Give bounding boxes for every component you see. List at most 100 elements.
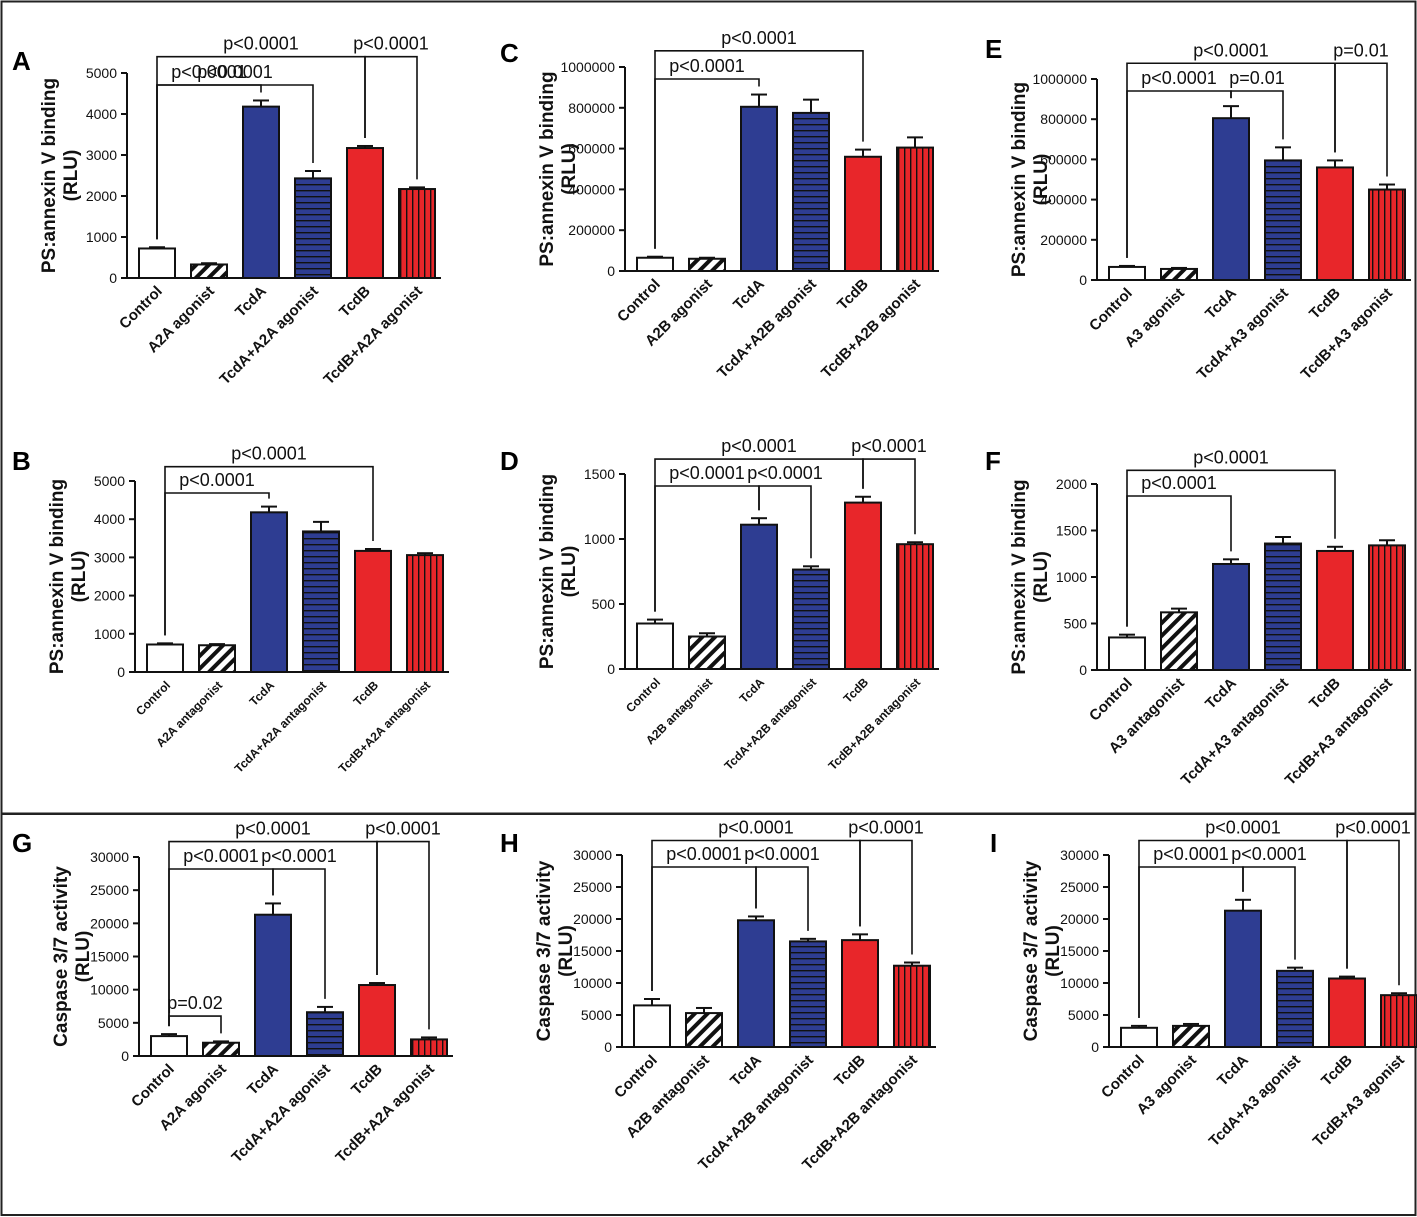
bar-3 xyxy=(1212,562,1250,671)
bar-6 xyxy=(893,964,931,1048)
bar-2 xyxy=(202,1041,240,1057)
y-tick-label: 0 xyxy=(121,1048,129,1064)
bar-3 xyxy=(740,105,778,272)
significance-label: p<0.0001 xyxy=(223,34,299,54)
y-axis-label-unit: (RLU) xyxy=(69,551,90,603)
significance-label: p<0.0001 xyxy=(747,463,823,483)
significance-label: p<0.0001 xyxy=(1205,818,1281,838)
y-tick-label: 15000 xyxy=(573,943,612,959)
bar-1 xyxy=(150,1035,188,1057)
panel-letter: H xyxy=(500,828,519,858)
y-tick-label: 30000 xyxy=(90,849,129,865)
y-tick-label: 10000 xyxy=(1060,975,1099,991)
bar-4 xyxy=(792,111,830,273)
significance-bracket xyxy=(1334,62,1388,177)
bar-5 xyxy=(1328,977,1366,1049)
bar-2 xyxy=(685,1012,723,1049)
bar-2 xyxy=(688,257,726,273)
significance-bracket xyxy=(859,839,913,955)
significance-bracket xyxy=(654,50,864,249)
y-tick-label: 0 xyxy=(109,270,117,286)
bar-5 xyxy=(354,549,392,674)
bar-4 xyxy=(306,1011,344,1057)
bar-4 xyxy=(789,940,827,1049)
y-tick-label: 2000 xyxy=(1056,476,1087,492)
significance-bracket xyxy=(1242,866,1296,960)
y-tick-label: 0 xyxy=(1079,662,1087,678)
bar-6 xyxy=(1380,994,1417,1048)
y-tick-label: 5000 xyxy=(581,1007,612,1023)
y-tick-label: 4000 xyxy=(94,511,125,527)
significance-label: p<0.0001 xyxy=(183,846,259,866)
y-tick-label: 25000 xyxy=(1060,879,1099,895)
bar-5 xyxy=(1316,166,1354,281)
significance-label: p<0.0001 xyxy=(721,28,797,48)
bar-4 xyxy=(302,530,340,674)
y-tick-label: 10000 xyxy=(573,975,612,991)
significance-bracket xyxy=(1126,469,1336,627)
y-tick-label: 20000 xyxy=(90,915,129,931)
y-tick-label: 3000 xyxy=(94,549,125,565)
panel-letter: D xyxy=(500,446,519,476)
y-axis-label: PS:annexin V binding xyxy=(537,474,558,669)
y-tick-label: 5000 xyxy=(98,1015,129,1031)
significance-label: p<0.0001 xyxy=(666,844,742,864)
bar-4 xyxy=(1276,969,1314,1049)
significance-bracket xyxy=(1230,90,1284,140)
y-tick-label: 600000 xyxy=(568,141,615,157)
y-tick-label: 1000000 xyxy=(1032,71,1087,87)
significance-label: p<0.0001 xyxy=(1335,818,1411,838)
y-tick-label: 1500 xyxy=(1056,523,1087,539)
bar-2 xyxy=(1160,267,1198,282)
y-tick-label: 5000 xyxy=(86,65,117,81)
significance-bracket xyxy=(758,485,812,559)
y-tick-label: 500 xyxy=(1064,616,1088,632)
significance-label: p<0.0001 xyxy=(718,818,794,838)
y-tick-label: 200000 xyxy=(568,222,615,238)
bar-1 xyxy=(633,1004,671,1049)
significance-label: p<0.0001 xyxy=(231,444,307,464)
bar-5 xyxy=(346,147,384,279)
significance-label: p<0.0001 xyxy=(353,34,429,54)
y-tick-label: 20000 xyxy=(573,911,612,927)
bar-4 xyxy=(1264,159,1302,281)
y-tick-label: 1000 xyxy=(584,531,615,547)
bar-1 xyxy=(636,256,674,272)
panel-letter: A xyxy=(12,46,31,76)
significance-label: p<0.0001 xyxy=(744,844,820,864)
significance-label: p<0.0001 xyxy=(1193,447,1269,467)
bar-2 xyxy=(688,635,726,670)
y-axis-label: PS:annexin V binding xyxy=(47,479,68,674)
y-tick-label: 3000 xyxy=(86,147,117,163)
y-axis-label-unit: (RLU) xyxy=(559,143,580,195)
significance-label: p<0.0001 xyxy=(1141,68,1217,88)
significance-label: p<0.0001 xyxy=(1193,40,1269,60)
bar-3 xyxy=(1224,909,1262,1048)
y-tick-label: 0 xyxy=(1079,272,1087,288)
significance-bracket xyxy=(272,868,326,999)
panel-letter: F xyxy=(985,446,1001,476)
bar-6 xyxy=(1368,188,1406,281)
significance-label: p=0.02 xyxy=(167,993,223,1013)
significance-label: p=0.01 xyxy=(1333,40,1389,60)
y-tick-label: 20000 xyxy=(1060,911,1099,927)
y-tick-label: 25000 xyxy=(573,879,612,895)
bar-1 xyxy=(1120,1026,1158,1049)
significance-bracket xyxy=(364,55,418,180)
bar-3 xyxy=(1212,117,1250,281)
bar-1 xyxy=(1108,265,1146,281)
significance-label: p<0.0001 xyxy=(669,56,745,76)
significance-label: p<0.0001 xyxy=(197,62,273,82)
panel-letter: B xyxy=(12,446,31,476)
bar-6 xyxy=(1368,544,1406,672)
significance-label: p<0.0001 xyxy=(721,436,797,456)
significance-label: p<0.0001 xyxy=(235,819,311,839)
y-tick-label: 1000000 xyxy=(560,59,615,75)
significance-label: p<0.0001 xyxy=(171,62,247,82)
y-tick-label: 5000 xyxy=(1068,1007,1099,1023)
y-tick-label: 15000 xyxy=(90,949,129,965)
significance-label: p=0.01 xyxy=(1229,68,1285,88)
y-tick-label: 30000 xyxy=(1060,847,1099,863)
panel-a: A 0 1000 2000 3000 4000 5000 PS:annexin V bindi… xyxy=(12,34,441,388)
